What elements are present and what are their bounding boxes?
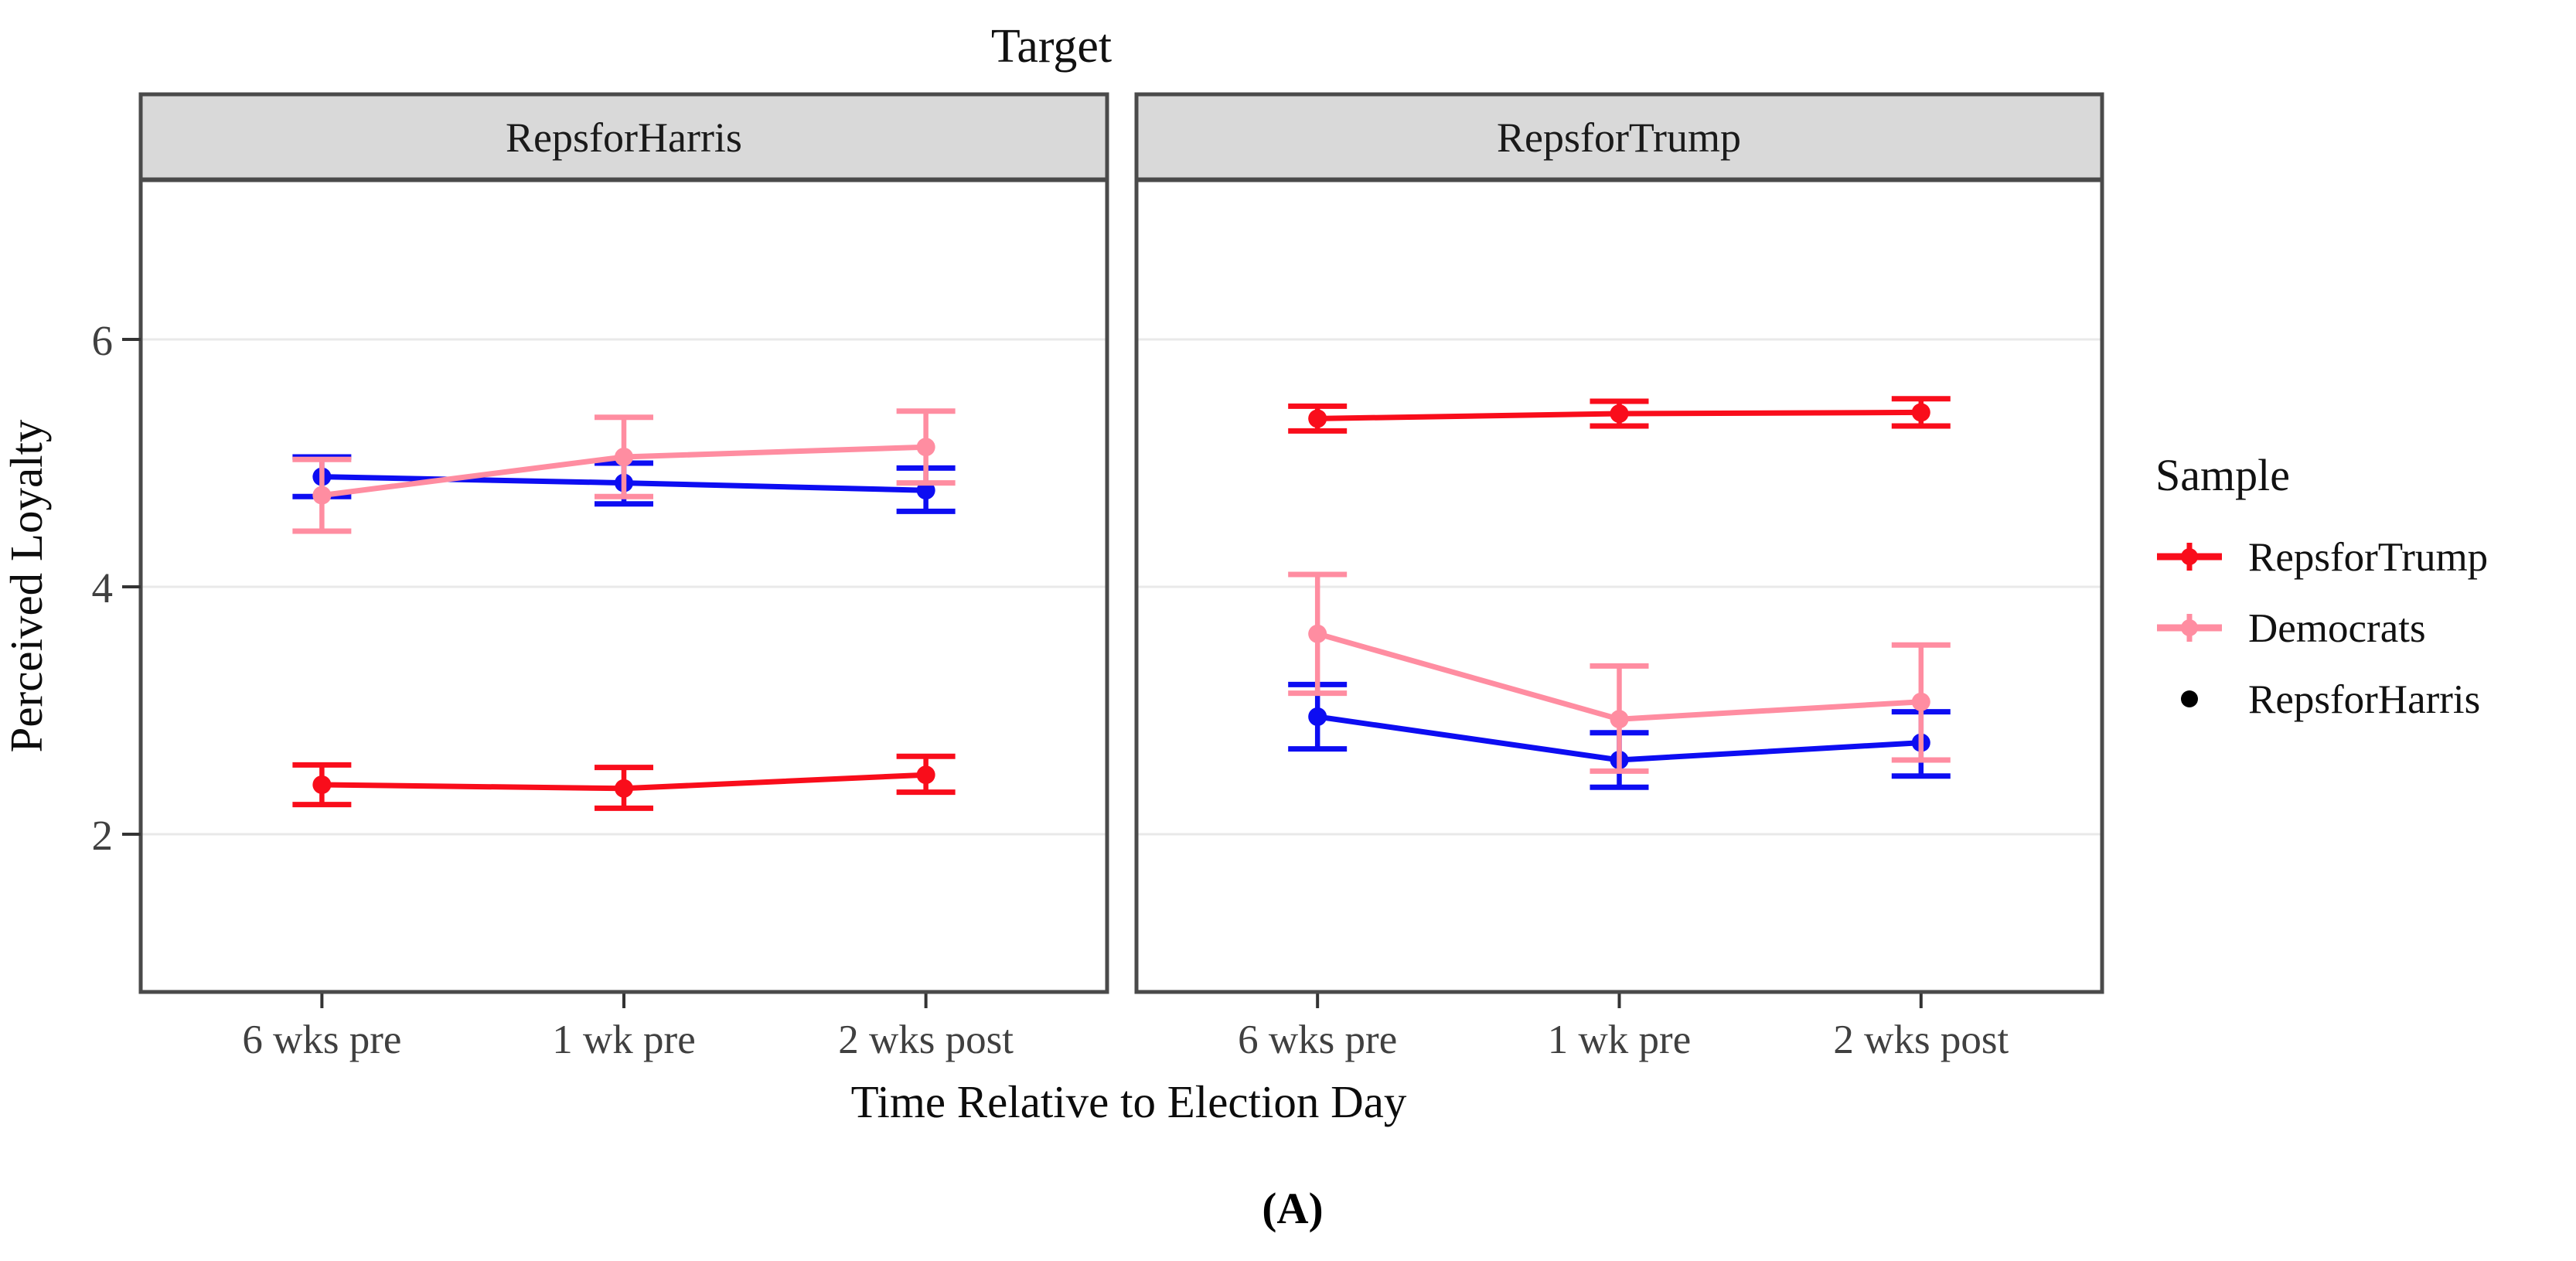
facet-strip-left (138, 92, 1109, 182)
data-point (916, 765, 935, 785)
series-RepsforHarris (292, 408, 956, 534)
data-point (1308, 409, 1327, 428)
x-tick-label: 2 wks post (1833, 1017, 2009, 1062)
data-point (1610, 710, 1629, 729)
data-point (916, 438, 935, 457)
series-RepsforHarris (1288, 571, 1951, 774)
x-axis-title: Time Relative to Election Day (851, 1076, 1407, 1127)
x-tick-label: 1 wk pre (552, 1017, 695, 1062)
x-tick-label: 6 wks pre (242, 1017, 401, 1062)
data-point (1911, 403, 1930, 422)
panels-content: 6 wks pre 1 wk pre 2 wks post 6 wks pre 1 wk… (141, 338, 2102, 1062)
legend-entry-label: Democrats (2248, 606, 2426, 651)
legend-entry-label: RepsforHarris (2248, 677, 2480, 722)
data-point (1308, 707, 1327, 726)
data-point (312, 486, 332, 505)
data-point (615, 448, 633, 466)
facet-strip-right (1134, 92, 2104, 182)
data-point (312, 775, 332, 794)
x-tick-label: 2 wks post (838, 1017, 1014, 1062)
facet-panel-RepsforTrump: 6 wks pre 1 wk pre 2 wks post (1136, 338, 2102, 1062)
x-tick-label: 6 wks pre (1238, 1017, 1397, 1062)
legend-point-icon (2181, 548, 2198, 565)
facet-strip-label-right: RepsforTrump (1497, 114, 1741, 161)
data-point (1911, 692, 1930, 711)
figure-title: Target (991, 20, 1112, 73)
y-axis: 6 4 2 (92, 317, 141, 859)
facet-strips: RepsforHarris RepsforTrump (138, 92, 2104, 182)
data-point (916, 481, 935, 500)
data-point (615, 779, 633, 798)
legend-entry-democrats: Democrats (2157, 606, 2426, 651)
x-tick-label: 1 wk pre (1548, 1017, 1691, 1062)
data-point (1308, 624, 1327, 643)
facet-panel-RepsforHarris: 6 wks pre 1 wk pre 2 wks post (141, 338, 1107, 1062)
legend-entry-repsfortrump: RepsforTrump (2157, 535, 2488, 580)
data-point (1610, 404, 1629, 423)
legend-point-icon (2181, 619, 2198, 636)
series-RepsforTrump (292, 753, 956, 811)
y-tick-label-6: 6 (92, 317, 114, 364)
legend-point-icon (2181, 690, 2198, 707)
y-axis-title: Perceived Loyalty (1, 419, 52, 752)
legend: Sample RepsforTrump Democrats RepsforHar… (2155, 450, 2488, 722)
y-tick-label-4: 4 (92, 564, 114, 612)
facet-strip-label-left: RepsforHarris (506, 114, 742, 161)
legend-title: Sample (2155, 450, 2290, 500)
panel-border-right (1134, 178, 2104, 994)
legend-entry-repsforharris: RepsforHarris (2181, 677, 2480, 722)
figure-caption: (A) (1262, 1184, 1323, 1233)
series-RepsforTrump (1288, 396, 1951, 434)
y-tick-label-2: 2 (92, 812, 114, 859)
legend-entry-label: RepsforTrump (2248, 535, 2488, 580)
